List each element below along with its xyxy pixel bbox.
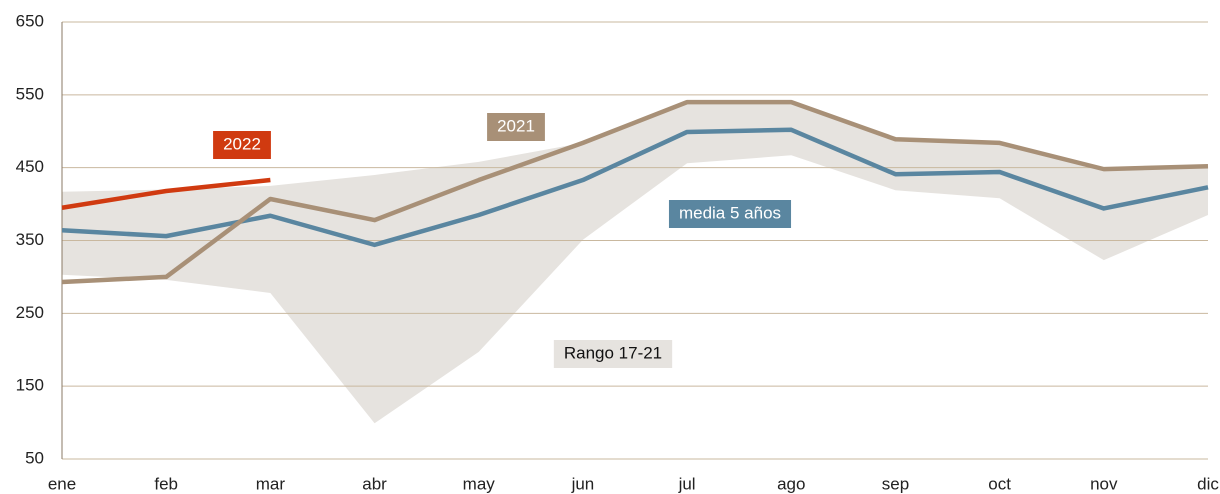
- x-tick-label: dic: [1197, 474, 1219, 493]
- x-tick-label: jul: [678, 474, 696, 493]
- x-tick-label: mar: [256, 474, 286, 493]
- x-tick-label: abr: [362, 474, 387, 493]
- y-tick-label: 450: [16, 157, 44, 176]
- range-band: [62, 102, 1208, 424]
- x-tick-label: oct: [988, 474, 1011, 493]
- x-tick-label: jun: [571, 474, 595, 493]
- x-tick-label: feb: [154, 474, 178, 493]
- y-tick-label: 50: [25, 448, 44, 467]
- y-tick-label: 550: [16, 84, 44, 103]
- x-tick-label: sep: [882, 474, 909, 493]
- label-box: [668, 200, 792, 228]
- series-label: 2021: [497, 116, 535, 135]
- y-tick-label: 150: [16, 376, 44, 395]
- x-tick-label: ene: [48, 474, 76, 493]
- series-label: 2022: [223, 134, 261, 153]
- label-box: [487, 113, 545, 141]
- series-line: [61, 99, 1209, 285]
- series-label: media 5 años: [679, 203, 781, 222]
- y-tick-label: 650: [16, 11, 44, 30]
- label-box: [553, 340, 673, 368]
- series-label: Rango 17-21: [564, 343, 662, 362]
- label-box: [213, 131, 271, 159]
- series-line: [61, 177, 271, 210]
- y-tick-label: 350: [16, 230, 44, 249]
- x-tick-label: nov: [1090, 474, 1118, 493]
- x-tick-label: ago: [777, 474, 805, 493]
- y-tick-label: 250: [16, 303, 44, 322]
- x-tick-label: may: [463, 474, 496, 493]
- series-line: [61, 127, 1209, 248]
